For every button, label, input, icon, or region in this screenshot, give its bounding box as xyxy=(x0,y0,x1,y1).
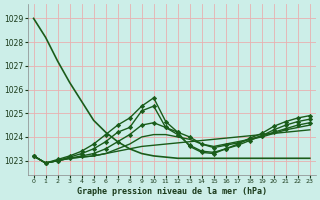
X-axis label: Graphe pression niveau de la mer (hPa): Graphe pression niveau de la mer (hPa) xyxy=(77,187,267,196)
